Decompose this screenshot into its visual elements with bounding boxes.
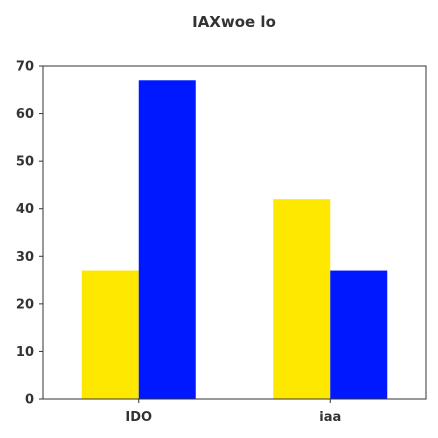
y-tick-label: 10 xyxy=(16,345,34,360)
x-category-label: iaa xyxy=(319,410,341,425)
bar-iaa-series-2 xyxy=(330,270,388,399)
chart-title: IAXwoe lo xyxy=(192,13,276,31)
y-tick-label: 70 xyxy=(16,60,34,75)
y-tick-label: 40 xyxy=(16,202,34,217)
bars xyxy=(81,80,388,400)
y-tick-label: 60 xyxy=(16,107,34,122)
x-axis: IDO iaa xyxy=(125,399,341,425)
bar-ido-series-1 xyxy=(81,270,139,399)
y-tick-label: 0 xyxy=(25,393,34,408)
x-category-label: IDO xyxy=(125,410,152,425)
y-tick-label: 20 xyxy=(16,297,34,312)
y-tick-label: 30 xyxy=(16,250,34,265)
plot-frame xyxy=(42,65,427,400)
bar-ido-series-2 xyxy=(138,80,196,400)
y-tick-label: 50 xyxy=(16,155,34,170)
bar-iaa-series-1 xyxy=(273,199,331,399)
y-axis: 0 10 20 30 40 50 60 70 xyxy=(16,60,43,408)
